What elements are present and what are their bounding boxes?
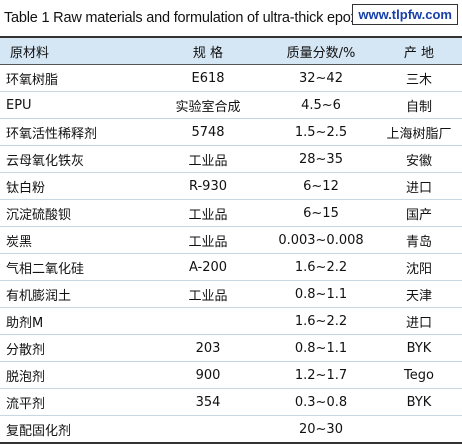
table: 原材料规 格质量分数/% 产 地 环氧树脂 E618 32~42 三木 EPU 实验室合成 4… [0,36,462,444]
table-cell: 6~15 [266,199,376,227]
table-row: 有机膨润土 工业品 0.8~1.1 天津 [0,280,462,308]
column-header: 质量分数/% [266,36,376,65]
table-cell: R-930 [150,172,266,200]
table-cell: 青岛 [376,226,462,254]
table-cell: 流平剂 [0,388,150,416]
table-cell: 0.3~0.8 [266,388,376,416]
table-cell: 炭黑 [0,226,150,254]
table-cell: 工业品 [150,199,266,227]
table-cell: 354 [150,388,266,416]
table-cell: 钛白粉 [0,172,150,200]
table-row: 云母氧化铁灰 工业品 28~35 安徽 [0,145,462,173]
table-cell: 有机膨润土 [0,280,150,308]
table-cell: 32~42 [266,64,376,92]
table-cell: 气相二氧化硅 [0,253,150,281]
table-cell: A-200 [150,253,266,281]
table-cell: E618 [150,64,266,92]
table-row: 助剂M 1.6~2.2 进口 [0,307,462,335]
table-cell: 实验室合成 [150,91,266,119]
table-cell: 1.6~2.2 [266,253,376,281]
table-cell [150,415,266,444]
table-cell: 云母氧化铁灰 [0,145,150,173]
table-cell: 工业品 [150,145,266,173]
table-cell: 环氧活性稀释剂 [0,118,150,146]
table-cell: 0.8~1.1 [266,334,376,362]
watermark: www.tlpfw.com [352,4,458,25]
table-cell: 分散剂 [0,334,150,362]
table-row: 气相二氧化硅 A-200 1.6~2.2 沈阳 [0,253,462,281]
table-body: 环氧树脂 E618 32~42 三木 EPU 实验室合成 4.5~6 自制 环氧活性稀释剂 574… [0,64,462,444]
table-cell: 安徽 [376,145,462,173]
table-cell: 上海树脂厂 [376,118,462,146]
column-header: 产 地 [376,36,462,65]
table-row: 炭黑 工业品 0.003~0.008 青岛 [0,226,462,254]
table-cell: 6~12 [266,172,376,200]
table-row: EPU 实验室合成 4.5~6 自制 [0,91,462,119]
table-cell: Tego [376,361,462,389]
page: Table 1 Raw materials and formulation of… [0,4,462,444]
table-cell: 助剂M [0,307,150,335]
table-cell: 0.8~1.1 [266,280,376,308]
table-row: 复配固化剂 20~30 [0,415,462,444]
table-cell: 沈阳 [376,253,462,281]
table-cell: BYK [376,334,462,362]
table-cell: 1.5~2.5 [266,118,376,146]
table-cell: 0.003~0.008 [266,226,376,254]
table-cell: EPU [0,91,150,119]
table-cell: 20~30 [266,415,376,444]
table-cell: 三木 [376,64,462,92]
table-cell: 1.6~2.2 [266,307,376,335]
header-row: 原材料规 格质量分数/% 产 地 [0,36,462,65]
table-cell: 进口 [376,307,462,335]
table-title: Table 1 Raw materials and formulation of… [4,10,421,26]
table-row: 脱泡剂 900 1.2~1.7 Tego [0,361,462,389]
table-row: 钛白粉 R-930 6~12 进口 [0,172,462,200]
table-row: 分散剂 203 0.8~1.1 BYK [0,334,462,362]
table-row: 沉淀硫酸钡 工业品 6~15 国产 [0,199,462,227]
table-row: 环氧活性稀释剂 5748 1.5~2.5 上海树脂厂 [0,118,462,146]
table-cell: 复配固化剂 [0,415,150,444]
table-cell: 28~35 [266,145,376,173]
table-cell: BYK [376,388,462,416]
table-cell: 沉淀硫酸钡 [0,199,150,227]
table-cell: 1.2~1.7 [266,361,376,389]
table-cell: 工业品 [150,280,266,308]
table-cell: 天津 [376,280,462,308]
table-cell: 自制 [376,91,462,119]
table-cell: 4.5~6 [266,91,376,119]
table-row: 环氧树脂 E618 32~42 三木 [0,64,462,92]
table-cell: 5748 [150,118,266,146]
table-cell [376,415,462,444]
column-header: 原材料 [0,36,150,65]
table-cell: 脱泡剂 [0,361,150,389]
table-cell: 进口 [376,172,462,200]
table-row: 流平剂 354 0.3~0.8 BYK [0,388,462,416]
table-cell [150,307,266,335]
table-cell: 900 [150,361,266,389]
table-cell: 环氧树脂 [0,64,150,92]
column-header: 规 格 [150,36,266,65]
table-cell: 国产 [376,199,462,227]
table-cell: 203 [150,334,266,362]
table-cell: 工业品 [150,226,266,254]
